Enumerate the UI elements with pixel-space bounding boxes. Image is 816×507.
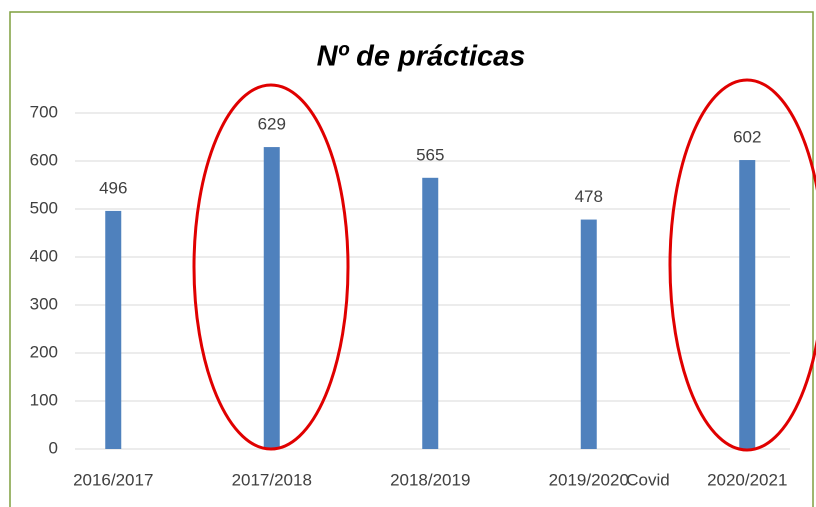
x-tick-label: 2020/2021 <box>707 470 787 489</box>
y-tick-label: 600 <box>30 150 58 169</box>
y-tick-label: 700 <box>30 102 58 121</box>
data-label: 496 <box>99 178 127 197</box>
chart-title: Nº de prácticas <box>317 41 526 73</box>
y-tick-label: 300 <box>30 294 58 313</box>
highlight-ellipse <box>668 78 816 452</box>
x-tick-label: 2016/2017 <box>73 470 153 489</box>
chart-border <box>9 11 814 507</box>
y-tick-label: 100 <box>30 390 58 409</box>
annotation: Covid <box>626 470 669 489</box>
y-tick-label: 400 <box>30 246 58 265</box>
x-tick-label: 2019/2020 <box>549 470 629 489</box>
y-tick-label: 0 <box>49 438 58 457</box>
data-label: 565 <box>416 145 444 164</box>
data-label: 629 <box>258 115 286 134</box>
bar <box>580 219 597 449</box>
highlight-ellipse <box>192 83 350 451</box>
bar <box>263 147 280 449</box>
bar <box>739 160 756 450</box>
x-tick-label: 2017/2018 <box>232 470 312 489</box>
bar <box>105 210 122 449</box>
data-label: 602 <box>733 128 761 147</box>
y-tick-label: 200 <box>30 342 58 361</box>
x-tick-label: 2018/2019 <box>390 470 470 489</box>
bar <box>422 177 439 450</box>
data-label: 478 <box>575 187 603 206</box>
y-tick-label: 500 <box>30 198 58 217</box>
